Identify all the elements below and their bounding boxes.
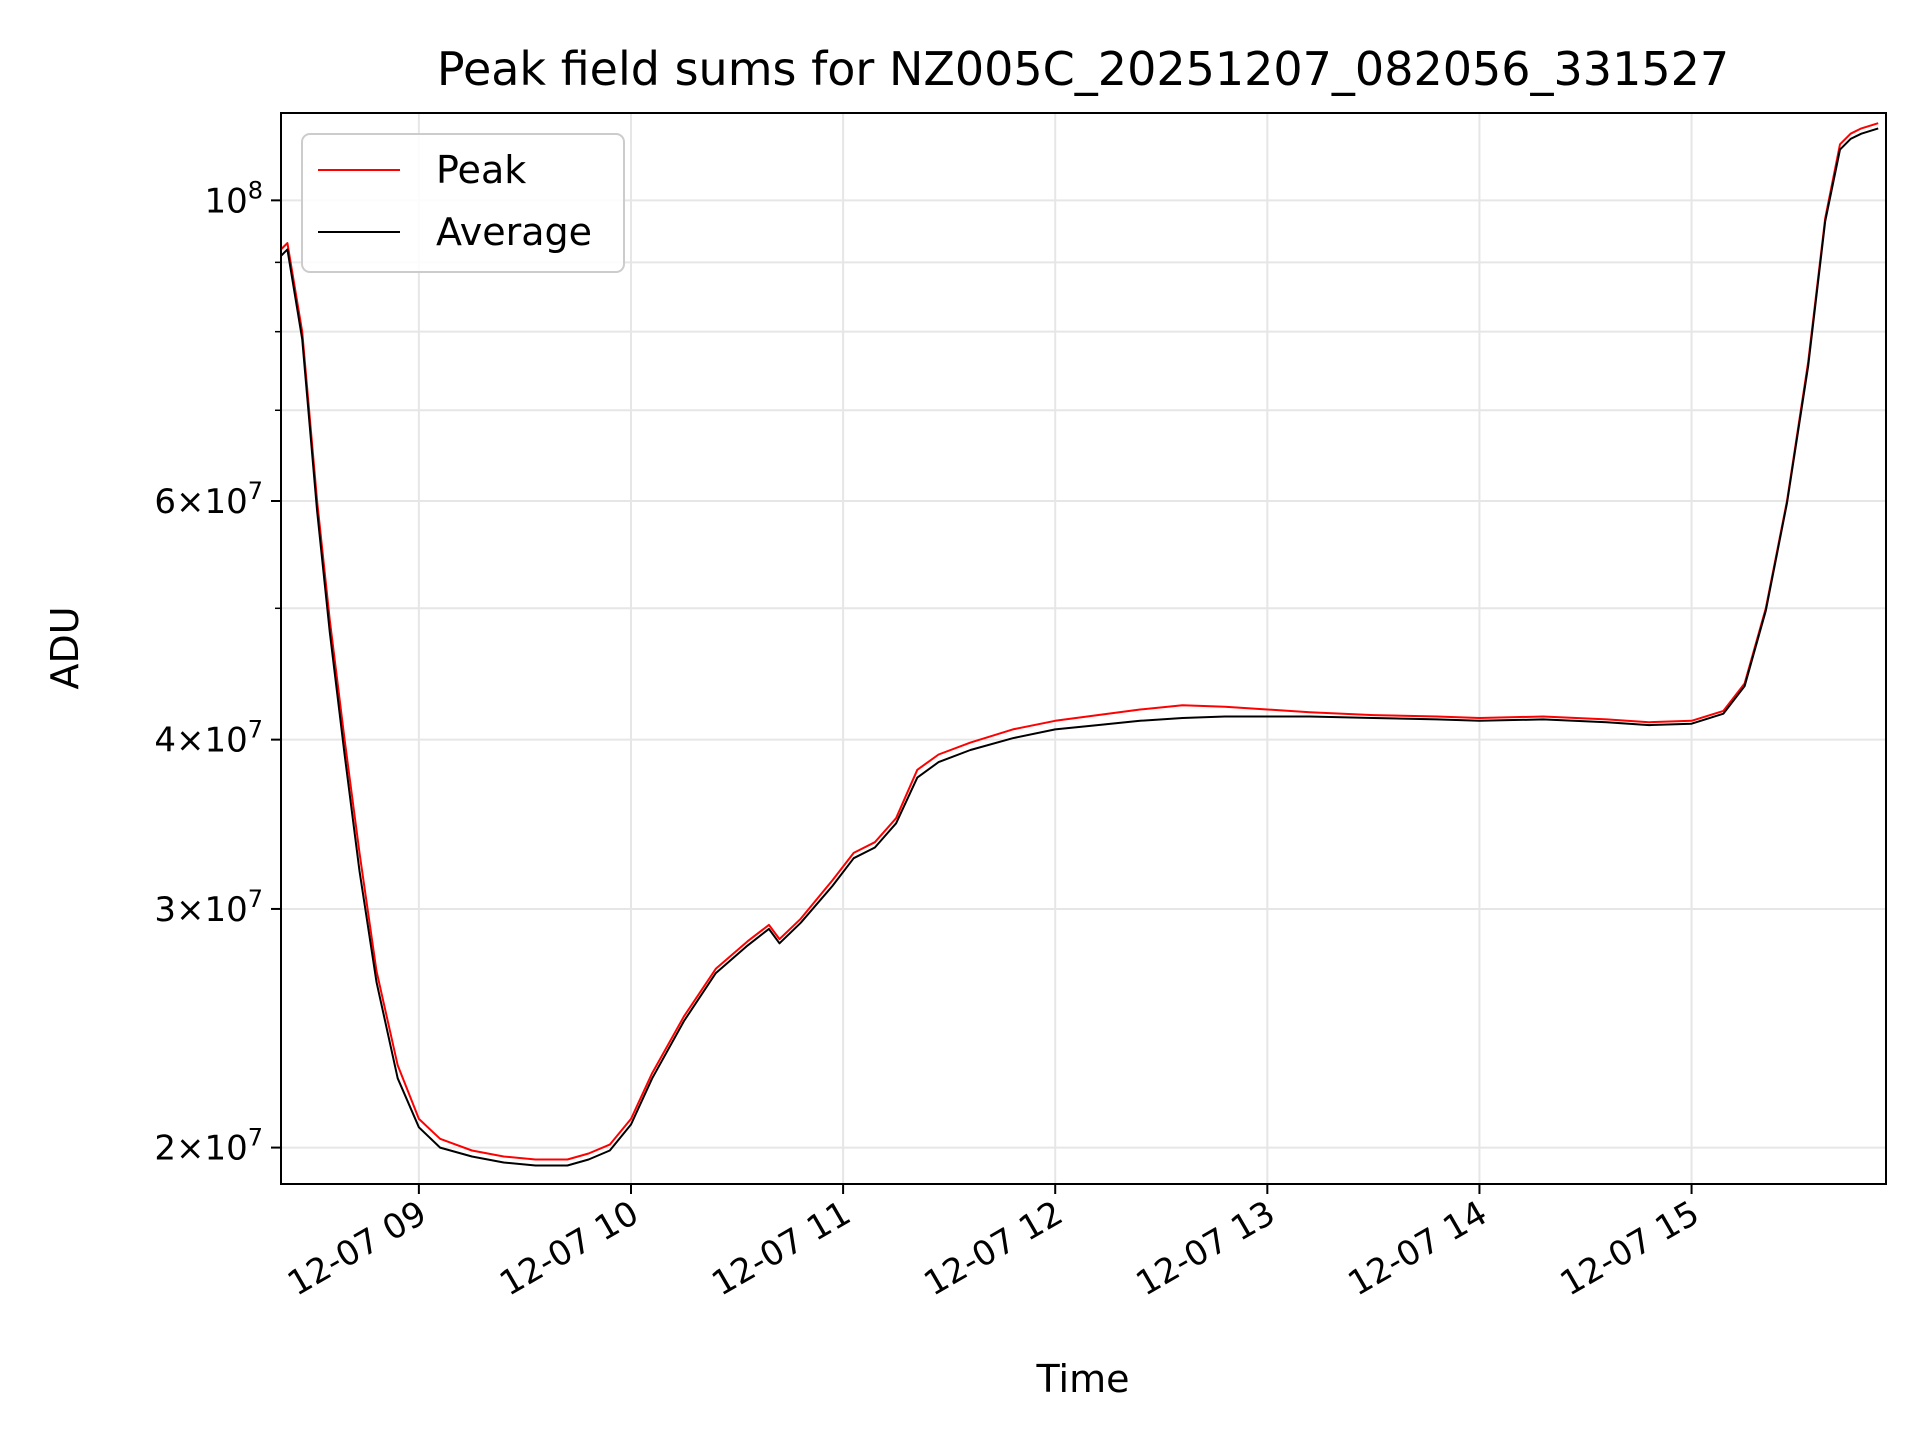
y-tick-label: 108 [204,176,263,221]
y-tick-label: 4×107 [154,716,263,761]
chart-title: Peak field sums for NZ005C_20251207_0820… [437,42,1729,96]
legend: Peak Average [301,133,625,273]
grid [281,113,1886,1184]
x-axis-label: Time [1036,1357,1130,1401]
plot-frame [280,112,1887,1185]
series-lines [280,122,1879,1167]
legend-label-peak: Peak [436,148,526,192]
legend-box [301,133,625,273]
y-tick-label: 2×107 [154,1124,263,1169]
legend-label-average: Average [436,210,592,254]
series-line-peak [280,122,1879,1161]
y-tick-label: 6×107 [154,477,263,522]
y-tick-label: 3×107 [154,885,263,930]
y-axis-label: ADU [43,606,87,689]
series-line-average [280,127,1879,1167]
